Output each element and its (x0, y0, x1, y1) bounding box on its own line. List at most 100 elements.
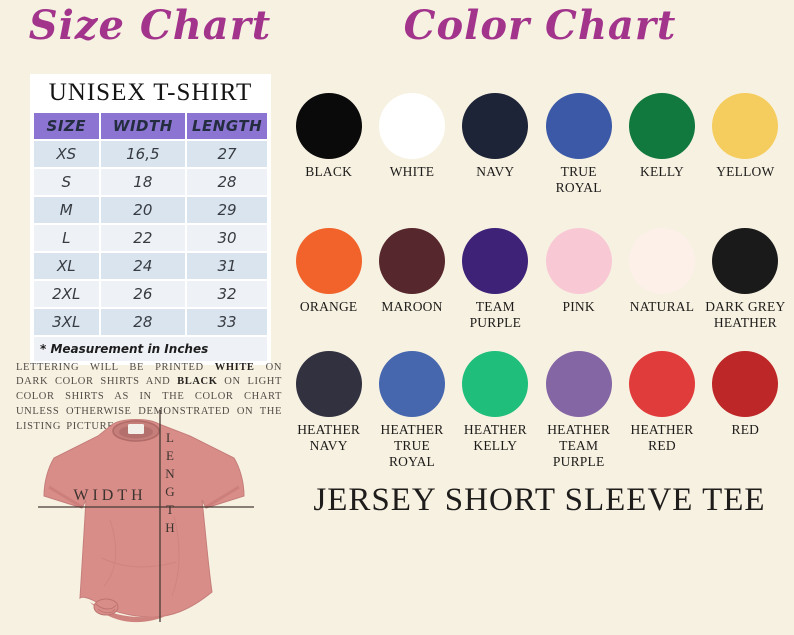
lettering-white-word: WHITE (214, 361, 255, 373)
color-swatch: KELLY (620, 90, 703, 225)
color-swatch: PINK (537, 225, 620, 348)
tshirt-hem-drape (90, 602, 170, 623)
table-row: XS 16,5 27 (34, 141, 267, 167)
color-swatch-circle (462, 93, 529, 159)
lettering-segment: ON LIGHT COLOR SHIRTS AS IN THE COLOR CH… (16, 376, 282, 433)
color-swatch: DARK GREY HEATHER (704, 225, 787, 348)
color-swatch-label: TEAM PURPLE (469, 299, 522, 330)
color-swatch-circle (545, 228, 612, 294)
color-swatch-label: PINK (562, 299, 595, 314)
lettering-segment: ON DARK COLOR SHIRTS AND (16, 361, 282, 388)
color-swatch: TRUE ROYAL (537, 90, 620, 225)
color-swatch-circle (295, 228, 362, 294)
width-cell: 20 (100, 197, 186, 223)
color-swatch-circle (545, 351, 612, 417)
lettering-note: LETTERING WILL BE PRINTED WHITE ON DARK … (16, 361, 282, 436)
color-swatch-label: HEATHER RED (630, 422, 694, 453)
length-column-header: LENGTH (187, 113, 267, 139)
width-column-header: WIDTH (100, 113, 186, 139)
color-swatch-label: KELLY (640, 164, 684, 179)
size-cell: XS (34, 141, 99, 167)
size-chart-title: Size Chart (28, 2, 272, 49)
color-swatch: HEATHER TEAM PURPLE (537, 348, 620, 493)
color-swatch-label: YELLOW (716, 164, 775, 179)
table-row: L 22 30 (34, 225, 267, 251)
size-cell: 3XL (34, 309, 99, 335)
length-cell: 29 (187, 197, 267, 223)
color-swatch-label: HEATHER TEAM PURPLE (547, 422, 611, 469)
color-swatch: MAROON (370, 225, 453, 348)
color-swatch: ORANGE (287, 225, 370, 348)
color-swatch: HEATHER KELLY (454, 348, 537, 493)
length-cell: 27 (187, 141, 267, 167)
color-swatch-circle (378, 351, 445, 417)
color-swatch-circle (378, 228, 445, 294)
width-measure-label: WIDTH (73, 487, 146, 504)
length-cell: 32 (187, 281, 267, 307)
lettering-black-word: BLACK (177, 376, 218, 388)
tshirt-knot (93, 598, 119, 616)
color-swatch-label: MAROON (381, 299, 443, 314)
width-cell: 22 (100, 225, 186, 251)
color-swatch-label: BLACK (305, 164, 353, 179)
size-cell: XL (34, 253, 99, 279)
size-table-header-row: SIZE WIDTH LENGTH (34, 113, 267, 139)
size-table: SIZE WIDTH LENGTH XS 16,5 27 S 18 28 M (32, 111, 269, 363)
color-swatch-circle (295, 351, 362, 417)
width-cell: 24 (100, 253, 186, 279)
color-swatch: TEAM PURPLE (454, 225, 537, 348)
tshirt-measurement-diagram: WIDTH LENGTH (38, 410, 254, 623)
color-swatch-label: DARK GREY HEATHER (705, 299, 786, 330)
color-swatch: WHITE (370, 90, 453, 225)
width-cell: 28 (100, 309, 186, 335)
tshirt-body (43, 419, 245, 618)
color-swatch: YELLOW (704, 90, 787, 225)
color-swatch-circle (712, 93, 779, 159)
color-swatch-circle (462, 351, 529, 417)
color-swatch-circle (712, 351, 779, 417)
color-swatch: HEATHER NAVY (287, 348, 370, 493)
size-cell: S (34, 169, 99, 195)
color-swatch-grid: BLACK WHITE NAVY TRUE ROYAL KELLY YELLOW… (287, 90, 787, 493)
color-swatch-label: HEATHER TRUE ROYAL (380, 422, 444, 469)
color-swatch-label: WHITE (389, 164, 435, 179)
color-swatch: BLACK (287, 90, 370, 225)
color-chart-title: Color Chart (403, 2, 677, 49)
color-swatch-circle (628, 351, 695, 417)
color-swatch: HEATHER TRUE ROYAL (370, 348, 453, 493)
tshirt-neck-label (128, 424, 144, 434)
color-swatch-label: HEATHER KELLY (463, 422, 527, 453)
size-cell: M (34, 197, 99, 223)
size-column-header: SIZE (34, 113, 99, 139)
table-row: S 18 28 (34, 169, 267, 195)
width-cell: 26 (100, 281, 186, 307)
color-swatch-label: NATURAL (629, 299, 695, 314)
color-swatch-label: TRUE ROYAL (555, 164, 602, 195)
color-swatch-label: NAVY (476, 164, 515, 179)
tshirt-right-cuff (205, 485, 240, 509)
color-swatch-circle (378, 93, 445, 159)
color-swatch-circle (462, 228, 529, 294)
width-cell: 18 (100, 169, 186, 195)
table-note-row: * Measurement in Inches (34, 337, 267, 361)
color-swatch-label: HEATHER NAVY (297, 422, 361, 453)
lettering-segment: LETTERING WILL BE PRINTED (16, 361, 215, 373)
table-row: 3XL 28 33 (34, 309, 267, 335)
size-table-panel: UNISEX T-SHIRT SIZE WIDTH LENGTH XS 16,5… (30, 74, 271, 365)
size-table-product-heading: UNISEX T-SHIRT (48, 79, 253, 106)
color-swatch-circle (712, 228, 779, 294)
length-cell: 28 (187, 169, 267, 195)
length-cell: 30 (187, 225, 267, 251)
table-row: M 20 29 (34, 197, 267, 223)
color-swatch-circle (628, 228, 695, 294)
table-row: 2XL 26 32 (34, 281, 267, 307)
color-swatch: NATURAL (620, 225, 703, 348)
color-swatch-circle (545, 93, 612, 159)
color-swatch: HEATHER RED (620, 348, 703, 493)
color-swatch: NAVY (454, 90, 537, 225)
tshirt-left-cuff (48, 485, 83, 509)
color-swatch-label: RED (731, 422, 760, 437)
size-cell: L (34, 225, 99, 251)
tshirt-fold-lines (101, 515, 180, 597)
